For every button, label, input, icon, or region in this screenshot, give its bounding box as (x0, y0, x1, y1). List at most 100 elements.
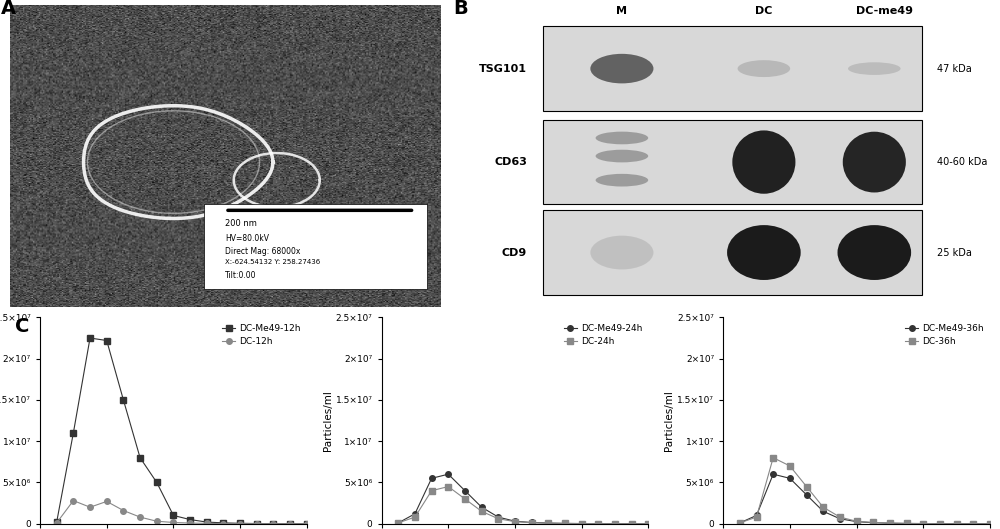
DC-12h (134, 514, 146, 521)
Text: 200 nm: 200 nm (225, 220, 257, 229)
DC-Me49-36h (884, 520, 896, 526)
DC-24h (442, 484, 454, 490)
Text: DC-me49: DC-me49 (856, 6, 913, 16)
Line: DC-12h: DC-12h (54, 498, 310, 526)
DC-Me49-24h (592, 521, 604, 527)
DC-24h (526, 519, 538, 526)
DC-Me49-12h (201, 519, 213, 525)
DC-Me49-12h (117, 397, 129, 403)
DC-Me49-12h (267, 521, 279, 527)
DC-Me49-12h (84, 335, 96, 341)
DC-Me49-12h (134, 454, 146, 461)
DC-24h (642, 521, 654, 527)
Legend: DC-Me49-36h, DC-36h: DC-Me49-36h, DC-36h (903, 322, 985, 348)
Text: CD63: CD63 (494, 157, 527, 167)
DC-12h (51, 519, 63, 526)
Line: DC-Me49-12h: DC-Me49-12h (54, 335, 310, 526)
DC-Me49-36h (801, 491, 813, 498)
Ellipse shape (843, 132, 906, 193)
Line: DC-Me49-24h: DC-Me49-24h (395, 471, 651, 526)
Ellipse shape (590, 235, 653, 269)
DC-Me49-12h (301, 521, 313, 527)
Ellipse shape (590, 54, 653, 84)
Y-axis label: Particles/ml: Particles/ml (664, 390, 674, 451)
Legend: DC-Me49-12h, DC-12h: DC-Me49-12h, DC-12h (220, 322, 302, 348)
DC-Me49-24h (609, 521, 621, 527)
DC-24h (459, 496, 471, 502)
DC-36h (751, 514, 763, 521)
DC-Me49-36h (834, 516, 846, 522)
DC-Me49-24h (476, 504, 488, 510)
DC-24h (392, 519, 404, 526)
Text: DC: DC (755, 6, 773, 16)
Text: Tilt:0.00: Tilt:0.00 (225, 271, 257, 280)
DC-Me49-12h (101, 338, 113, 344)
DC-12h (67, 497, 79, 504)
DC-Me49-12h (67, 430, 79, 436)
DC-36h (851, 518, 863, 524)
DC-36h (901, 520, 913, 526)
DC-Me49-36h (751, 512, 763, 518)
Text: HV=80.0kV: HV=80.0kV (225, 234, 269, 243)
DC-Me49-36h (867, 519, 879, 526)
DC-12h (234, 521, 246, 527)
Ellipse shape (732, 131, 795, 194)
DC-12h (84, 504, 96, 510)
Ellipse shape (727, 225, 801, 280)
DC-Me49-24h (642, 521, 654, 527)
DC-Me49-12h (167, 512, 179, 518)
DC-36h (801, 484, 813, 490)
DC-36h (884, 520, 896, 526)
Line: DC-36h: DC-36h (737, 455, 993, 526)
Legend: DC-Me49-24h, DC-24h: DC-Me49-24h, DC-24h (562, 322, 644, 348)
DC-36h (917, 521, 929, 527)
DC-24h (426, 488, 438, 494)
DC-24h (476, 508, 488, 515)
Text: C: C (15, 317, 29, 336)
DC-36h (784, 463, 796, 469)
DC-24h (409, 514, 421, 521)
Y-axis label: Particles/ml: Particles/ml (323, 390, 333, 451)
DC-Me49-12h (51, 519, 63, 525)
FancyBboxPatch shape (543, 211, 922, 295)
Ellipse shape (738, 60, 790, 77)
DC-24h (592, 521, 604, 527)
DC-12h (251, 521, 263, 527)
DC-12h (267, 521, 279, 527)
DC-36h (834, 514, 846, 521)
Ellipse shape (848, 62, 901, 75)
Text: CD9: CD9 (502, 248, 527, 258)
DC-12h (284, 521, 296, 527)
DC-Me49-12h (217, 519, 229, 526)
DC-24h (542, 520, 554, 526)
DC-Me49-12h (151, 479, 163, 486)
DC-36h (967, 521, 979, 527)
Ellipse shape (838, 225, 911, 280)
DC-12h (301, 521, 313, 527)
DC-Me49-12h (234, 520, 246, 526)
FancyBboxPatch shape (543, 120, 922, 204)
DC-24h (609, 521, 621, 527)
DC-36h (767, 454, 779, 461)
DC-12h (217, 521, 229, 527)
DC-12h (184, 520, 196, 526)
DC-24h (492, 516, 504, 522)
DC-24h (559, 521, 571, 527)
Ellipse shape (596, 132, 648, 144)
DC-24h (626, 521, 638, 527)
DC-Me49-24h (509, 518, 521, 524)
DC-Me49-24h (576, 521, 588, 527)
Text: 25 kDa: 25 kDa (937, 248, 972, 258)
DC-Me49-24h (492, 514, 504, 521)
DC-12h (151, 518, 163, 524)
Text: B: B (454, 0, 468, 19)
Text: Direct Mag: 68000x: Direct Mag: 68000x (225, 247, 300, 256)
FancyBboxPatch shape (543, 26, 922, 111)
DC-Me49-24h (526, 519, 538, 526)
DC-Me49-36h (851, 518, 863, 525)
DC-24h (509, 518, 521, 525)
DC-36h (817, 504, 829, 510)
DC-Me49-24h (542, 520, 554, 526)
DC-Me49-36h (967, 521, 979, 527)
DC-Me49-24h (459, 488, 471, 494)
